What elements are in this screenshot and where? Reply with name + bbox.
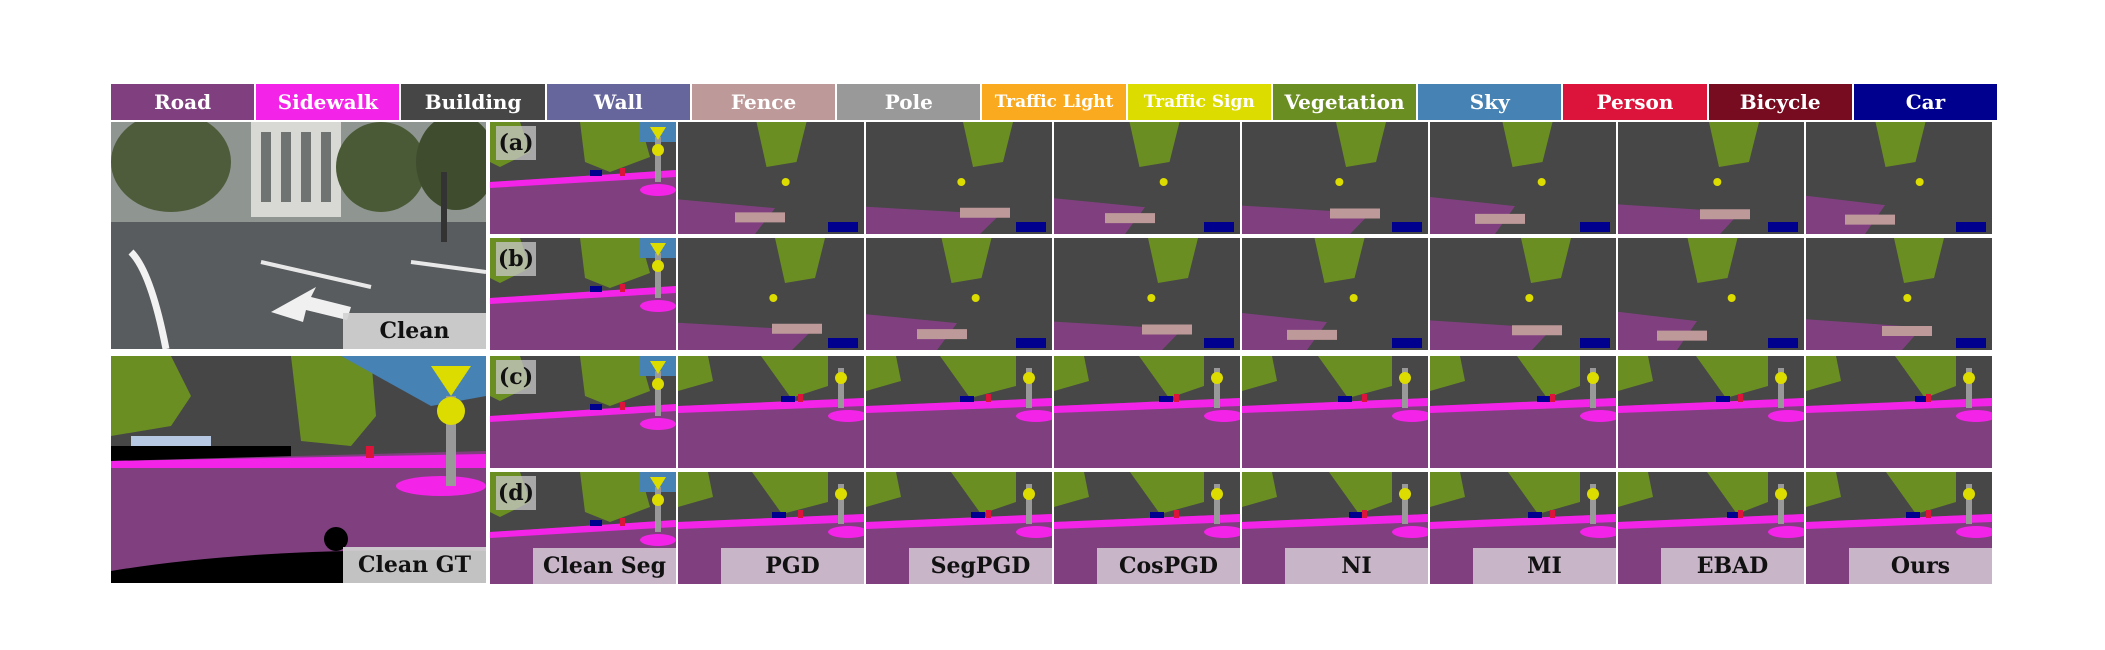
result-tile-row1-col7 <box>1618 122 1804 234</box>
segmentation-map <box>490 238 676 350</box>
legend-car: Car <box>1853 84 1998 120</box>
column-caption: SegPGD <box>909 548 1052 584</box>
legend-pole: Pole <box>837 84 981 120</box>
result-tile-row4-col2: PGD <box>678 472 864 584</box>
result-tile-row4-col6: MI <box>1430 472 1616 584</box>
row-label: (a) <box>496 126 536 160</box>
result-tile-row3-col4 <box>1054 356 1240 468</box>
segmentation-map <box>866 238 1052 350</box>
row-label: (b) <box>496 242 536 276</box>
segmentation-map <box>1806 238 1992 350</box>
segmentation-map <box>1054 356 1240 468</box>
segmentation-map <box>490 122 676 234</box>
legend-traffic-light: Traffic Light <box>982 84 1126 120</box>
legend-building: Building <box>401 84 545 120</box>
legend-sidewalk: Sidewalk <box>256 84 400 120</box>
column-caption: PGD <box>721 548 864 584</box>
column-caption: CosPGD <box>1097 548 1240 584</box>
result-tile-row1-col8 <box>1806 122 1992 234</box>
legend-road: Road <box>111 84 255 120</box>
segmentation-map <box>1618 356 1804 468</box>
column-caption: Clean Seg <box>533 548 676 584</box>
clean-gt-image: Clean GT <box>111 356 486 583</box>
row-label: (d) <box>496 476 536 510</box>
legend-fence: Fence <box>691 84 836 120</box>
result-tile-row4-col4: CosPGD <box>1054 472 1240 584</box>
legend-wall: Wall <box>546 84 690 120</box>
result-tile-row2-col2 <box>678 238 864 350</box>
result-tile-row4-col5: NI <box>1242 472 1428 584</box>
result-tile-row2-col8 <box>1806 238 1992 350</box>
result-tile-row2-col7 <box>1618 238 1804 350</box>
result-tile-row2-col3 <box>866 238 1052 350</box>
column-caption: NI <box>1285 548 1428 584</box>
segmentation-map <box>1806 356 1992 468</box>
legend-traffic-sign: Traffic Sign <box>1127 84 1271 120</box>
segmentation-map <box>1054 122 1240 234</box>
legend-vegetation: Vegetation <box>1272 84 1417 120</box>
row-label: (c) <box>496 360 536 394</box>
result-tile-row2-col6 <box>1430 238 1616 350</box>
result-tile-row1-col3 <box>866 122 1052 234</box>
segmentation-map <box>1430 122 1616 234</box>
segmentation-map <box>1242 238 1428 350</box>
result-tile-row1-col5 <box>1242 122 1428 234</box>
segmentation-map <box>1054 238 1240 350</box>
result-tile-row1-col1: (a) <box>490 122 676 234</box>
segmentation-map <box>1618 238 1804 350</box>
segmentation-map <box>678 356 864 468</box>
legend-person: Person <box>1563 84 1707 120</box>
segmentation-map <box>1430 356 1616 468</box>
legend-sky: Sky <box>1418 84 1562 120</box>
result-tile-row1-col4 <box>1054 122 1240 234</box>
result-tile-row3-col5 <box>1242 356 1428 468</box>
legend-bicycle: Bicycle <box>1708 84 1852 120</box>
result-tile-row3-col1: (c) <box>490 356 676 468</box>
segmentation-map <box>1242 356 1428 468</box>
result-tile-row2-col1: (b) <box>490 238 676 350</box>
segmentation-map <box>678 238 864 350</box>
segmentation-map <box>866 356 1052 468</box>
segmentation-map <box>1618 122 1804 234</box>
result-tile-row3-col6 <box>1430 356 1616 468</box>
result-tile-row2-col4 <box>1054 238 1240 350</box>
segmentation-map <box>1806 122 1992 234</box>
result-tile-row3-col7 <box>1618 356 1804 468</box>
segmentation-map <box>1242 122 1428 234</box>
clean-gt-caption: Clean GT <box>343 547 486 583</box>
clean-street-photo <box>111 122 486 349</box>
segmentation-map <box>678 122 864 234</box>
clean-image: Clean <box>111 122 486 349</box>
result-tile-row4-col8: Ours <box>1806 472 1992 584</box>
class-legend: Road Sidewalk Building Wall Fence Pole Traffic… <box>111 84 1998 120</box>
clean-caption: Clean <box>343 313 486 349</box>
result-tile-row4-col1: (d) Clean Seg <box>490 472 676 584</box>
result-tile-row3-col2 <box>678 356 864 468</box>
column-caption: EBAD <box>1661 548 1804 584</box>
result-tile-row4-col7: EBAD <box>1618 472 1804 584</box>
segmentation-map <box>866 122 1052 234</box>
segmentation-map <box>1430 238 1616 350</box>
result-tile-row2-col5 <box>1242 238 1428 350</box>
result-tile-row4-col3: SegPGD <box>866 472 1052 584</box>
column-caption: Ours <box>1849 548 1992 584</box>
result-tile-row1-col2 <box>678 122 864 234</box>
column-caption: MI <box>1473 548 1616 584</box>
result-tile-row1-col6 <box>1430 122 1616 234</box>
result-tile-row3-col8 <box>1806 356 1992 468</box>
clean-gt-map <box>111 356 486 583</box>
result-tile-row3-col3 <box>866 356 1052 468</box>
